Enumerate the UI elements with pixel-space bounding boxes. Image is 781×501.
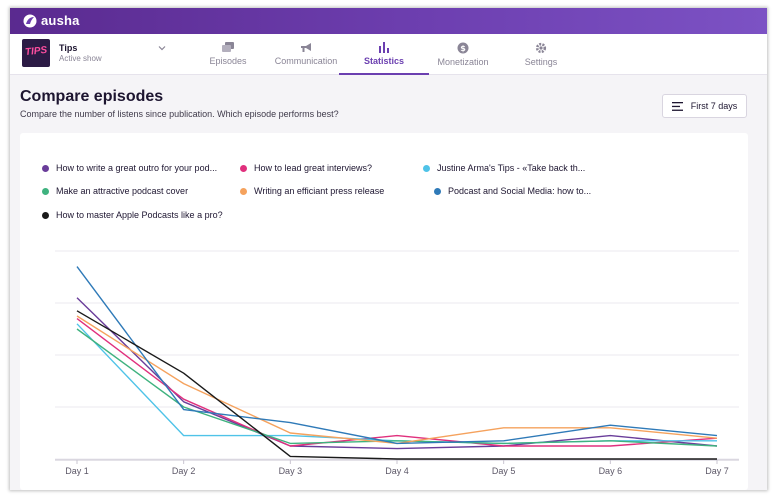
x-tick-label: Day 2 <box>172 466 196 476</box>
page-subtitle: Compare the number of listens since publ… <box>20 109 339 119</box>
tab-statistics[interactable]: Statistics <box>339 34 429 75</box>
tab-settings-label: Settings <box>524 56 558 67</box>
tab-communication[interactable]: Communication <box>261 34 351 74</box>
legend-item[interactable]: Justine Arma's Tips - «Take back th... <box>423 163 585 173</box>
legend-item[interactable]: Make an attractive podcast cover <box>42 186 188 196</box>
logo[interactable]: ausha <box>23 13 80 28</box>
x-tick-label: Day 4 <box>385 466 409 476</box>
dollar-icon: $ <box>457 42 469 53</box>
top-bar: ausha <box>10 8 767 34</box>
legend-item[interactable]: How to master Apple Podcasts like a pro? <box>42 210 223 220</box>
legend-dot <box>42 164 49 172</box>
show-thumbnail-text: TIPS <box>24 44 48 59</box>
tab-communication-label: Communication <box>274 56 338 66</box>
tab-monetization[interactable]: $ Monetization <box>418 34 508 74</box>
tab-episodes-label: Episodes <box>209 56 247 66</box>
series-line <box>76 318 718 447</box>
legend-dot <box>240 164 247 172</box>
series-line <box>76 323 717 445</box>
tab-settings[interactable]: Settings <box>496 34 586 74</box>
ausha-logo-icon <box>23 14 37 27</box>
show-thumbnail[interactable]: TIPS <box>22 39 50 67</box>
series-line <box>76 266 718 445</box>
legend-item[interactable]: Podcast and Social Media: how to... <box>434 186 591 196</box>
legend-item[interactable]: How to write a great outro for your pod.… <box>42 163 217 173</box>
series-line <box>76 297 718 450</box>
page-title: Compare episodes <box>20 88 164 105</box>
gear-icon <box>535 42 547 53</box>
bar-chart-icon <box>379 42 389 53</box>
series-line <box>76 328 718 447</box>
legend-dot <box>434 187 441 195</box>
x-tick-label: Day 3 <box>279 466 303 476</box>
chart-card: How to write a great outro for your pod.… <box>20 133 748 490</box>
date-range-label: First 7 days <box>690 101 738 111</box>
line-chart: Day 1 Day 2 Day 3 Day 4 Day 5 Day 6 Day 7 <box>55 250 739 476</box>
tab-episodes[interactable]: Episodes <box>183 34 273 74</box>
x-tick-label: Day 6 <box>599 466 623 476</box>
legend-label: Justine Arma's Tips - «Take back th... <box>437 163 586 173</box>
legend-label: How to write a great outro for your pod.… <box>56 163 218 173</box>
series-line <box>76 310 717 460</box>
legend-label: How to lead great interviews? <box>254 163 373 173</box>
legend-dot <box>423 164 430 172</box>
legend-label: Podcast and Social Media: how to... <box>448 186 592 196</box>
megaphone-icon <box>301 43 311 52</box>
legend-dot <box>42 187 49 195</box>
tab-monetization-label: Monetization <box>437 56 489 67</box>
show-status: Active show <box>59 54 102 63</box>
show-name[interactable]: Tips <box>59 43 78 53</box>
main-nav: TIPS Tips Active show Episodes Communica… <box>10 34 767 75</box>
legend-item[interactable]: How to lead great interviews? <box>240 163 372 173</box>
legend-label: Make an attractive podcast cover <box>56 186 189 196</box>
list-filter-icon <box>671 101 683 111</box>
chevron-down-icon[interactable] <box>158 44 166 52</box>
date-range-button[interactable]: First 7 days <box>662 94 747 118</box>
legend-item[interactable]: Writing an efficiant press release <box>240 186 384 196</box>
legend-label: How to master Apple Podcasts like a pro? <box>56 210 223 220</box>
x-tick-label: Day 7 <box>705 466 729 476</box>
x-tick-label: Day 5 <box>492 466 516 476</box>
app-window: ausha TIPS Tips Active show Episodes Com… <box>10 8 767 490</box>
legend-dot <box>42 211 49 219</box>
x-tick-label: Day 1 <box>65 466 89 476</box>
logo-text: ausha <box>41 13 80 28</box>
svg-text:$: $ <box>460 44 466 53</box>
episodes-icon <box>222 42 234 52</box>
tab-statistics-label: Statistics <box>363 56 405 66</box>
legend-label: Writing an efficiant press release <box>254 186 385 196</box>
legend-dot <box>240 187 247 195</box>
